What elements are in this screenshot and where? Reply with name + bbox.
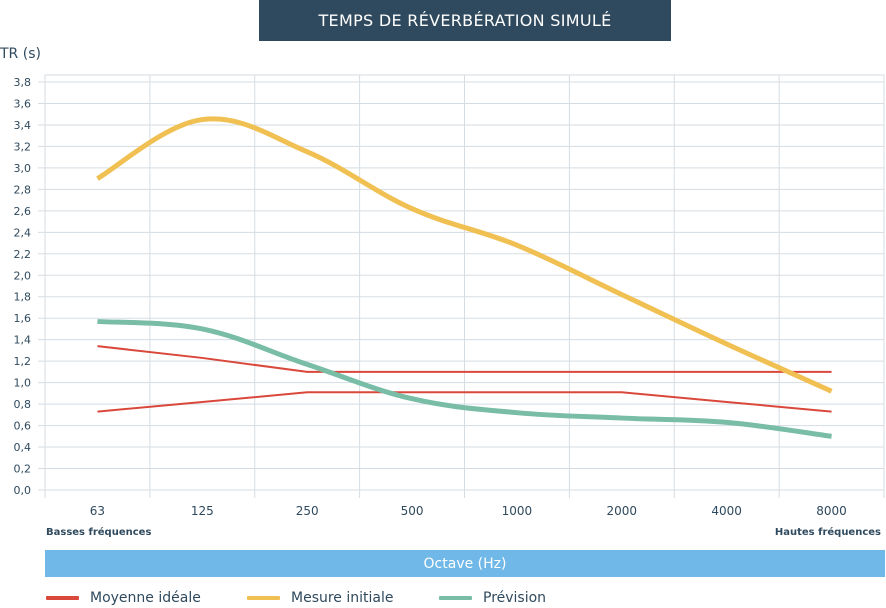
y-tick-label: 2,2 — [14, 248, 32, 261]
legend-item-ideal: Moyenne idéale — [46, 588, 201, 608]
y-axis-ticks: 0,0 0,2 0,4 0,6 0,8 1,0 1,2 1,4 1,6 1,8 2,0 2,2 2,4 2… — [14, 76, 32, 497]
y-tick-label: 3,4 — [14, 119, 32, 132]
x-axis-ticks: 63 125 250 500 1000 2000 4000 8000 — [90, 504, 847, 518]
y-tick-label: 3,8 — [14, 76, 32, 89]
x-tick-label: 2000 — [607, 504, 638, 518]
y-tick-label: 1,2 — [14, 355, 32, 368]
x-tick-label: 250 — [296, 504, 319, 518]
y-tick-label: 2,6 — [14, 205, 32, 218]
y-tick-label: 3,6 — [14, 97, 32, 110]
x-axis-title: Octave (Hz) — [423, 555, 507, 572]
x-high-label: Hautes fréquences — [775, 526, 881, 538]
x-axis-title-bar: Octave (Hz) — [45, 550, 885, 577]
y-tick-label: 3,2 — [14, 140, 32, 153]
y-tick-label: 0,8 — [14, 398, 32, 411]
line-ideal-lower — [97, 391, 832, 413]
x-tick-label: 63 — [90, 504, 105, 518]
y-tick-label: 0,4 — [14, 441, 32, 454]
y-tick-label: 1,6 — [14, 312, 32, 325]
y-tick-label: 3,0 — [14, 162, 32, 175]
y-tick-label: 2,0 — [14, 269, 32, 282]
legend-item-forecast: Prévision — [439, 588, 546, 608]
y-tick-label: 0,2 — [14, 463, 32, 476]
line-mesure-initiale — [96, 116, 833, 394]
line-ideal-upper — [97, 345, 832, 373]
series-lines — [96, 116, 833, 439]
y-tick-label: 0,0 — [14, 484, 32, 497]
legend-swatch-initial — [247, 596, 280, 600]
legend-swatch-forecast — [439, 596, 472, 600]
x-low-label: Basses fréquences — [46, 526, 151, 538]
x-tick-label: 8000 — [816, 504, 847, 518]
legend-label-forecast: Prévision — [483, 590, 547, 606]
y-tick-label: 1,4 — [14, 334, 32, 347]
legend-label-initial: Mesure initiale — [291, 590, 394, 606]
x-tick-label: 1000 — [502, 504, 533, 518]
y-tick-label: 2,4 — [14, 226, 32, 239]
line-prevision — [97, 318, 832, 439]
x-tick-label: 125 — [191, 504, 214, 518]
y-tick-label: 2,8 — [14, 183, 32, 196]
y-tick-label: 0,6 — [14, 420, 32, 433]
legend-item-initial: Mesure initiale — [247, 588, 393, 608]
y-tick-label: 1,0 — [14, 377, 32, 390]
y-axis-label: TR (s) — [0, 46, 41, 62]
x-tick-label: 500 — [401, 504, 424, 518]
chart-title: TEMPS DE RÉVERBÉRATION SIMULÉ — [259, 0, 671, 41]
chart-canvas: 0,0 0,2 0,4 0,6 0,8 1,0 1,2 1,4 1,6 1,8 2,0 2,2 2,4 2… — [0, 46, 885, 538]
legend-swatch-ideal — [46, 596, 79, 600]
legend-label-ideal: Moyenne idéale — [90, 590, 201, 606]
legend: Moyenne idéale Mesure initiale Prévision — [0, 588, 886, 608]
x-tick-label: 4000 — [711, 504, 742, 518]
grid — [38, 74, 885, 498]
y-tick-label: 1,8 — [14, 291, 32, 304]
